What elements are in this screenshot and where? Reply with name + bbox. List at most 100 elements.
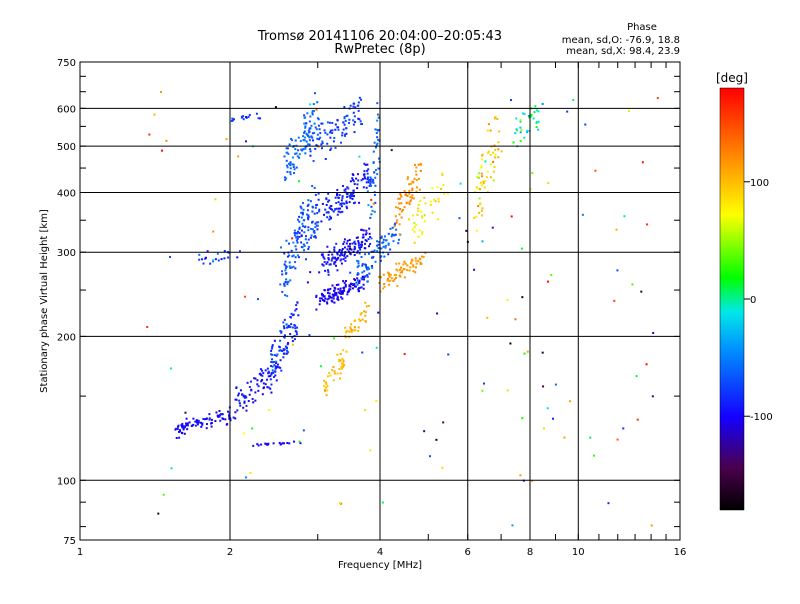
x-tick-label: 6	[465, 547, 471, 558]
echo-point	[395, 274, 398, 277]
echo-point	[290, 137, 293, 140]
echo-point	[343, 133, 346, 136]
echo-point	[282, 282, 285, 285]
echo-point	[169, 367, 172, 370]
echo-point	[298, 215, 301, 218]
echo-point	[298, 232, 301, 235]
echo-point	[256, 379, 259, 382]
echo-point	[395, 276, 398, 279]
echo-point	[310, 234, 313, 237]
echo-point	[528, 116, 531, 119]
echo-point	[327, 258, 330, 261]
echo-point	[148, 133, 151, 136]
echo-point	[336, 213, 339, 216]
echo-point	[274, 367, 277, 370]
echo-point	[201, 423, 204, 426]
echo-point	[399, 194, 402, 197]
echo-point	[176, 425, 179, 428]
echo-point	[283, 252, 286, 255]
echo-point	[367, 204, 370, 207]
echo-point	[357, 329, 360, 332]
echo-point	[378, 275, 381, 278]
echo-point	[348, 285, 351, 288]
echo-point	[535, 126, 538, 129]
echo-point	[342, 185, 345, 188]
echo-point	[336, 192, 339, 195]
echo-point	[348, 195, 351, 198]
echo-point	[311, 132, 314, 135]
echo-point	[361, 318, 364, 321]
x-axis-label: Frequency [MHz]	[338, 560, 422, 571]
colorbar-ticks: 100 0 -100	[744, 178, 773, 423]
echo-point	[483, 186, 486, 189]
echo-point	[343, 105, 346, 108]
echo-point	[286, 343, 289, 346]
echo-point	[365, 265, 368, 268]
echo-point	[344, 283, 347, 286]
echo-point	[261, 379, 264, 382]
echo-point	[271, 345, 274, 348]
echo-point	[288, 261, 291, 264]
echo-point	[286, 349, 289, 352]
echo-point	[186, 428, 189, 431]
echo-point	[303, 139, 306, 142]
echo-point	[356, 104, 359, 107]
echo-point	[363, 270, 366, 273]
echo-point	[298, 440, 301, 443]
echo-point	[550, 273, 553, 276]
echo-point	[533, 111, 536, 114]
echo-point	[292, 156, 295, 159]
echo-point	[308, 127, 311, 130]
echo-point	[325, 394, 328, 397]
echo-point	[280, 331, 283, 334]
echo-point	[295, 308, 298, 311]
echo-point	[441, 173, 444, 176]
echo-point	[295, 239, 298, 242]
echo-point	[412, 270, 415, 273]
echo-point	[276, 365, 279, 368]
echo-point	[340, 205, 343, 208]
echo-point	[186, 422, 189, 425]
echo-point	[356, 183, 359, 186]
echo-point	[486, 316, 489, 319]
echo-point	[309, 271, 312, 274]
echo-point	[314, 147, 317, 150]
echo-point	[374, 184, 377, 187]
echo-point	[289, 173, 292, 176]
echo-point	[354, 106, 357, 109]
echo-point	[320, 122, 323, 125]
echo-point	[316, 101, 319, 104]
echo-point	[292, 166, 295, 169]
echo-point	[398, 233, 401, 236]
echo-point	[340, 292, 343, 295]
echo-point	[415, 186, 418, 189]
echo-point	[388, 272, 391, 275]
echo-point	[243, 400, 246, 403]
echo-point	[346, 255, 349, 258]
echo-point	[245, 404, 248, 407]
echo-point	[303, 226, 306, 229]
echo-point	[304, 146, 307, 149]
echo-point	[531, 479, 534, 482]
echo-point	[301, 213, 304, 216]
echo-point	[310, 227, 313, 230]
echo-point	[411, 187, 414, 190]
echo-point	[306, 112, 309, 115]
echo-point	[281, 290, 284, 293]
echo-point	[327, 297, 330, 300]
echo-point	[291, 237, 294, 240]
echo-point	[487, 150, 490, 153]
echo-point	[290, 323, 293, 326]
echo-point	[520, 128, 523, 131]
echo-point	[333, 370, 336, 373]
echo-point	[333, 261, 336, 264]
echo-point	[356, 266, 359, 269]
echo-point	[232, 118, 235, 121]
echo-point	[373, 210, 376, 213]
echo-point	[146, 325, 149, 328]
echo-point	[353, 201, 356, 204]
echo-point	[334, 128, 337, 131]
echo-point	[273, 375, 276, 378]
echo-point	[394, 215, 397, 218]
echo-point	[264, 442, 267, 445]
